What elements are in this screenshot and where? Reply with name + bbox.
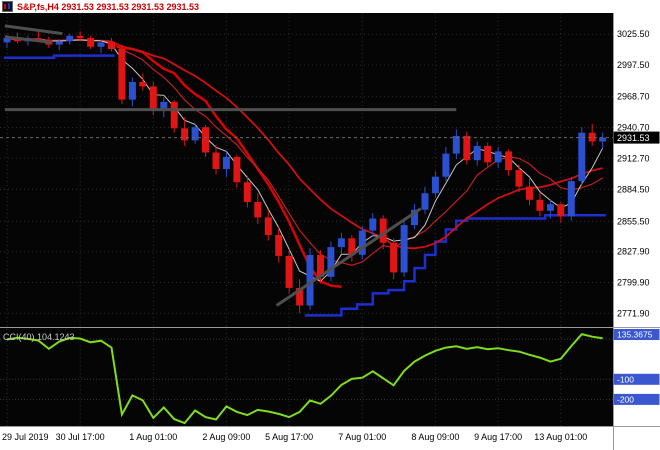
trendlines-layer bbox=[4, 24, 457, 307]
time-axis-label: 5 Aug 17:00 bbox=[265, 432, 313, 442]
candles-layer bbox=[3, 31, 607, 314]
cci-indicator-label: CCI(40) 104.1243 bbox=[3, 332, 75, 342]
time-axis-label: 7 Aug 01:00 bbox=[338, 432, 386, 442]
price-axis-label: 2827.90 bbox=[617, 247, 650, 257]
cci-axis-marker bbox=[613, 393, 660, 405]
time-axis-label: 30 Jul 17:00 bbox=[56, 432, 105, 442]
cci-pane bbox=[0, 332, 613, 425]
cci-line bbox=[6, 332, 603, 425]
price-axis-label: 3025.50 bbox=[617, 29, 650, 39]
time-axis-label: 8 Aug 09:00 bbox=[411, 432, 459, 442]
time-axis-strip bbox=[0, 426, 660, 450]
cci-axis-marker-value: -100 bbox=[617, 374, 634, 384]
time-axis-label: 2 Aug 09:00 bbox=[202, 432, 250, 442]
chart-title-bar: S&P,fs,H4 2931.53 2931.53 2931.53 2931.5… bbox=[0, 0, 660, 13]
time-axis-labels: 29 Jul 2019 30 Jul 17:00 1 Aug 01:00 2 Aug … bbox=[2, 432, 587, 442]
time-axis-label: 1 Aug 01:00 bbox=[129, 432, 177, 442]
chart-icon bbox=[2, 1, 13, 12]
price-axis-label: 2855.50 bbox=[617, 216, 650, 226]
time-axis-label: 9 Aug 17:00 bbox=[474, 432, 522, 442]
price-axis-label: 2771.90 bbox=[617, 308, 650, 318]
price-axis-labels: 3025.50 2997.50 2968.70 2940.70 2912.70 2884.… bbox=[617, 29, 650, 318]
price-axis-label: 2799.90 bbox=[617, 278, 650, 288]
time-axis-label: 29 Jul 2019 bbox=[2, 432, 49, 442]
price-axis-label: 2940.70 bbox=[617, 123, 650, 133]
current-price-marker bbox=[613, 131, 660, 144]
price-axis-label: 2884.50 bbox=[617, 184, 650, 194]
time-axis-label: 13 Aug 01:00 bbox=[534, 432, 587, 442]
moving-averages-layer bbox=[6, 37, 604, 282]
price-chart-canvas[interactable]: 3025.50 2997.50 2968.70 2940.70 2912.70 2884.… bbox=[0, 13, 660, 450]
grid-layer bbox=[0, 13, 613, 426]
current-price-value: 2931.53 bbox=[617, 133, 650, 143]
cci-axis-marker bbox=[613, 373, 660, 385]
price-axis-label: 2997.50 bbox=[617, 60, 650, 70]
cci-axis-marker-value: -200 bbox=[617, 394, 634, 404]
price-axis-label: 2912.70 bbox=[617, 153, 650, 163]
price-axis-label: 2968.70 bbox=[617, 92, 650, 102]
cci-axis-marker-value: 135.3675 bbox=[617, 330, 653, 340]
symbol-ohlc-text: S&P,fs,H4 2931.53 2931.53 2931.53 2931.5… bbox=[17, 1, 199, 12]
cci-axis-marker bbox=[613, 329, 660, 340]
